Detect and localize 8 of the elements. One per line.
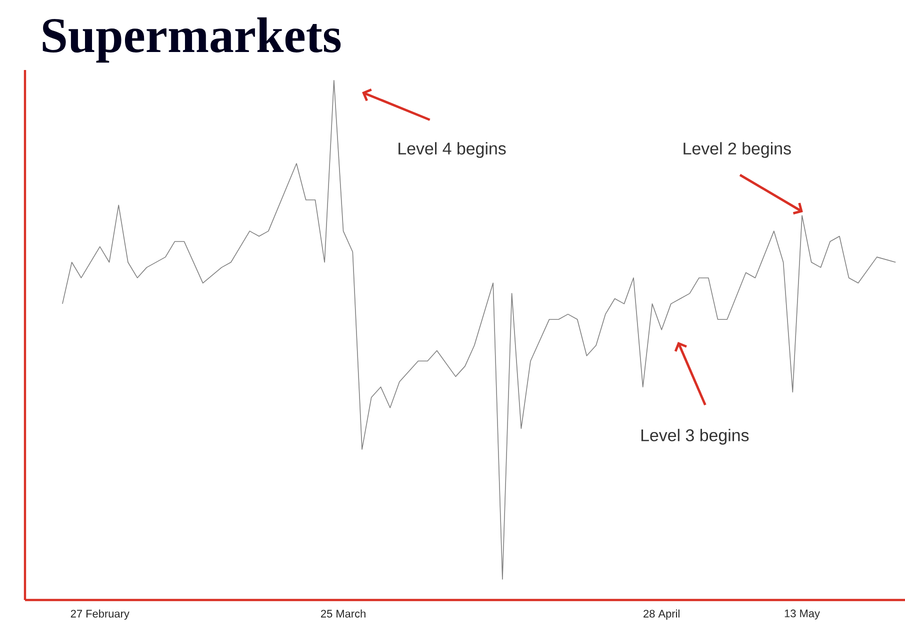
annotation: Level 2 begins — [684, 142, 791, 158]
x-tick-label: 25 March — [321, 610, 366, 618]
x-tick-label: 27 February — [70, 610, 130, 620]
annotation: Level 3 begins — [641, 428, 749, 445]
x-tick-label: 13 May — [784, 610, 820, 620]
chart-title: Supermarkets — [42, 17, 341, 63]
x-tick-label: 28 April — [644, 610, 680, 620]
annotation: Level 4 begins — [398, 142, 506, 158]
